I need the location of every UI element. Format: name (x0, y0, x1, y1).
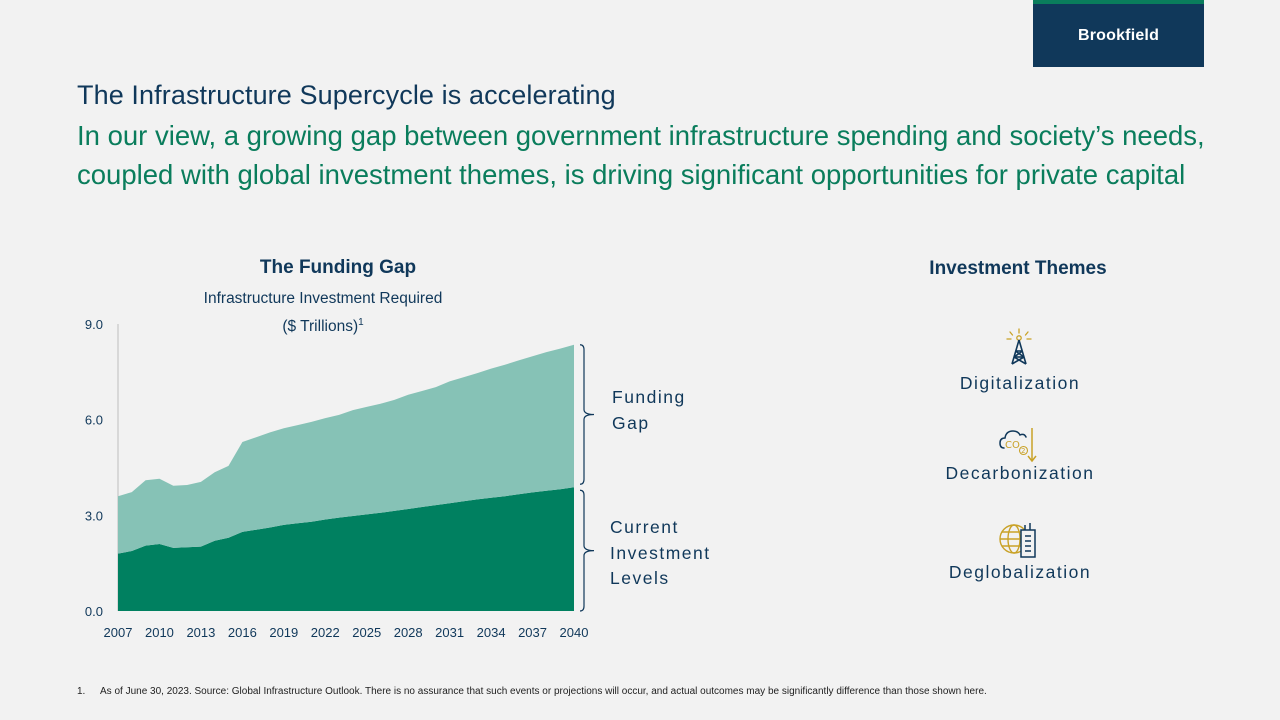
x-tick-label: 2025 (352, 625, 381, 640)
x-tick-label: 2034 (477, 625, 506, 640)
themes-title: Investment Themes (929, 258, 1107, 279)
cell-tower-icon (1006, 328, 1032, 365)
current-investment-label-line: Current (610, 517, 679, 537)
x-tick-label: 2022 (311, 625, 340, 640)
x-tick-label: 2013 (186, 625, 215, 640)
footnote-marker: 1 (358, 317, 364, 328)
x-tick-label: 2007 (104, 625, 133, 640)
co2-reduction-icon: CO 2 (999, 428, 1037, 463)
current-investment-label: Current Investment Levels (610, 515, 711, 592)
y-axis: 0.0 3.0 6.0 9.0 (85, 317, 119, 619)
theme-deglobalization-label: Deglobalization (948, 562, 1092, 582)
svg-text:CO: CO (1005, 440, 1020, 451)
x-tick-label: 2016 (228, 625, 257, 640)
chart-subheading: Infrastructure Investment Required (203, 290, 443, 307)
brookfield-logo: Brookfield (1033, 0, 1204, 67)
funding-gap-label-line: Funding (612, 387, 686, 407)
footnote: 1. As of June 30, 2023. Source: Global In… (77, 686, 987, 697)
x-tick-label: 2031 (435, 625, 464, 640)
y-tick-label: 0.0 (85, 604, 103, 619)
footnote-number: 1. (77, 686, 86, 697)
logo-text: Brookfield (1077, 26, 1160, 44)
x-tick-label: 2019 (269, 625, 298, 640)
theme-digitalization-label: Digitalization (959, 373, 1081, 393)
page-subtitle: In our view, a growing gap between gover… (77, 120, 1205, 190)
svg-text:2: 2 (1021, 447, 1025, 455)
chart-braces (579, 344, 595, 612)
x-tick-label: 2040 (560, 625, 589, 640)
area-funding-gap (118, 344, 574, 554)
page-title: The Infrastructure Supercycle is acceler… (77, 80, 616, 110)
globe-building-icon (999, 523, 1036, 558)
current-investment-label-line: Levels (610, 568, 670, 588)
area-current-investment (118, 487, 574, 611)
x-tick-label: 2037 (518, 625, 547, 640)
chart-title: The Funding Gap (259, 257, 417, 278)
funding-gap-chart: 0.0 3.0 6.0 9.0 2007 2010 2013 2016 2019 2022 202… (85, 317, 595, 640)
y-tick-label: 6.0 (85, 413, 103, 428)
y-tick-label: 9.0 (85, 317, 103, 332)
chart-subtitle: Infrastructure Investment Required ($ Tr… (172, 287, 474, 339)
current-investment-label-line: Investment (610, 542, 711, 563)
footnote-text: As of June 30, 2023. Source: Global Infr… (100, 686, 987, 697)
funding-gap-label-line: Gap (612, 412, 650, 433)
current-investment-brace (579, 489, 595, 612)
funding-gap-brace (579, 344, 595, 485)
x-tick-label: 2010 (145, 625, 174, 640)
x-axis: 2007 2010 2013 2016 2019 2022 2025 2028 2031 2034… (104, 625, 589, 640)
chart-areas (118, 344, 574, 611)
chart-units: ($ Trillions) (282, 318, 359, 336)
x-tick-label: 2028 (394, 625, 423, 640)
theme-decarbonization-label: Decarbonization (945, 463, 1095, 483)
funding-gap-label: Funding Gap (612, 385, 686, 436)
y-tick-label: 3.0 (85, 508, 103, 523)
